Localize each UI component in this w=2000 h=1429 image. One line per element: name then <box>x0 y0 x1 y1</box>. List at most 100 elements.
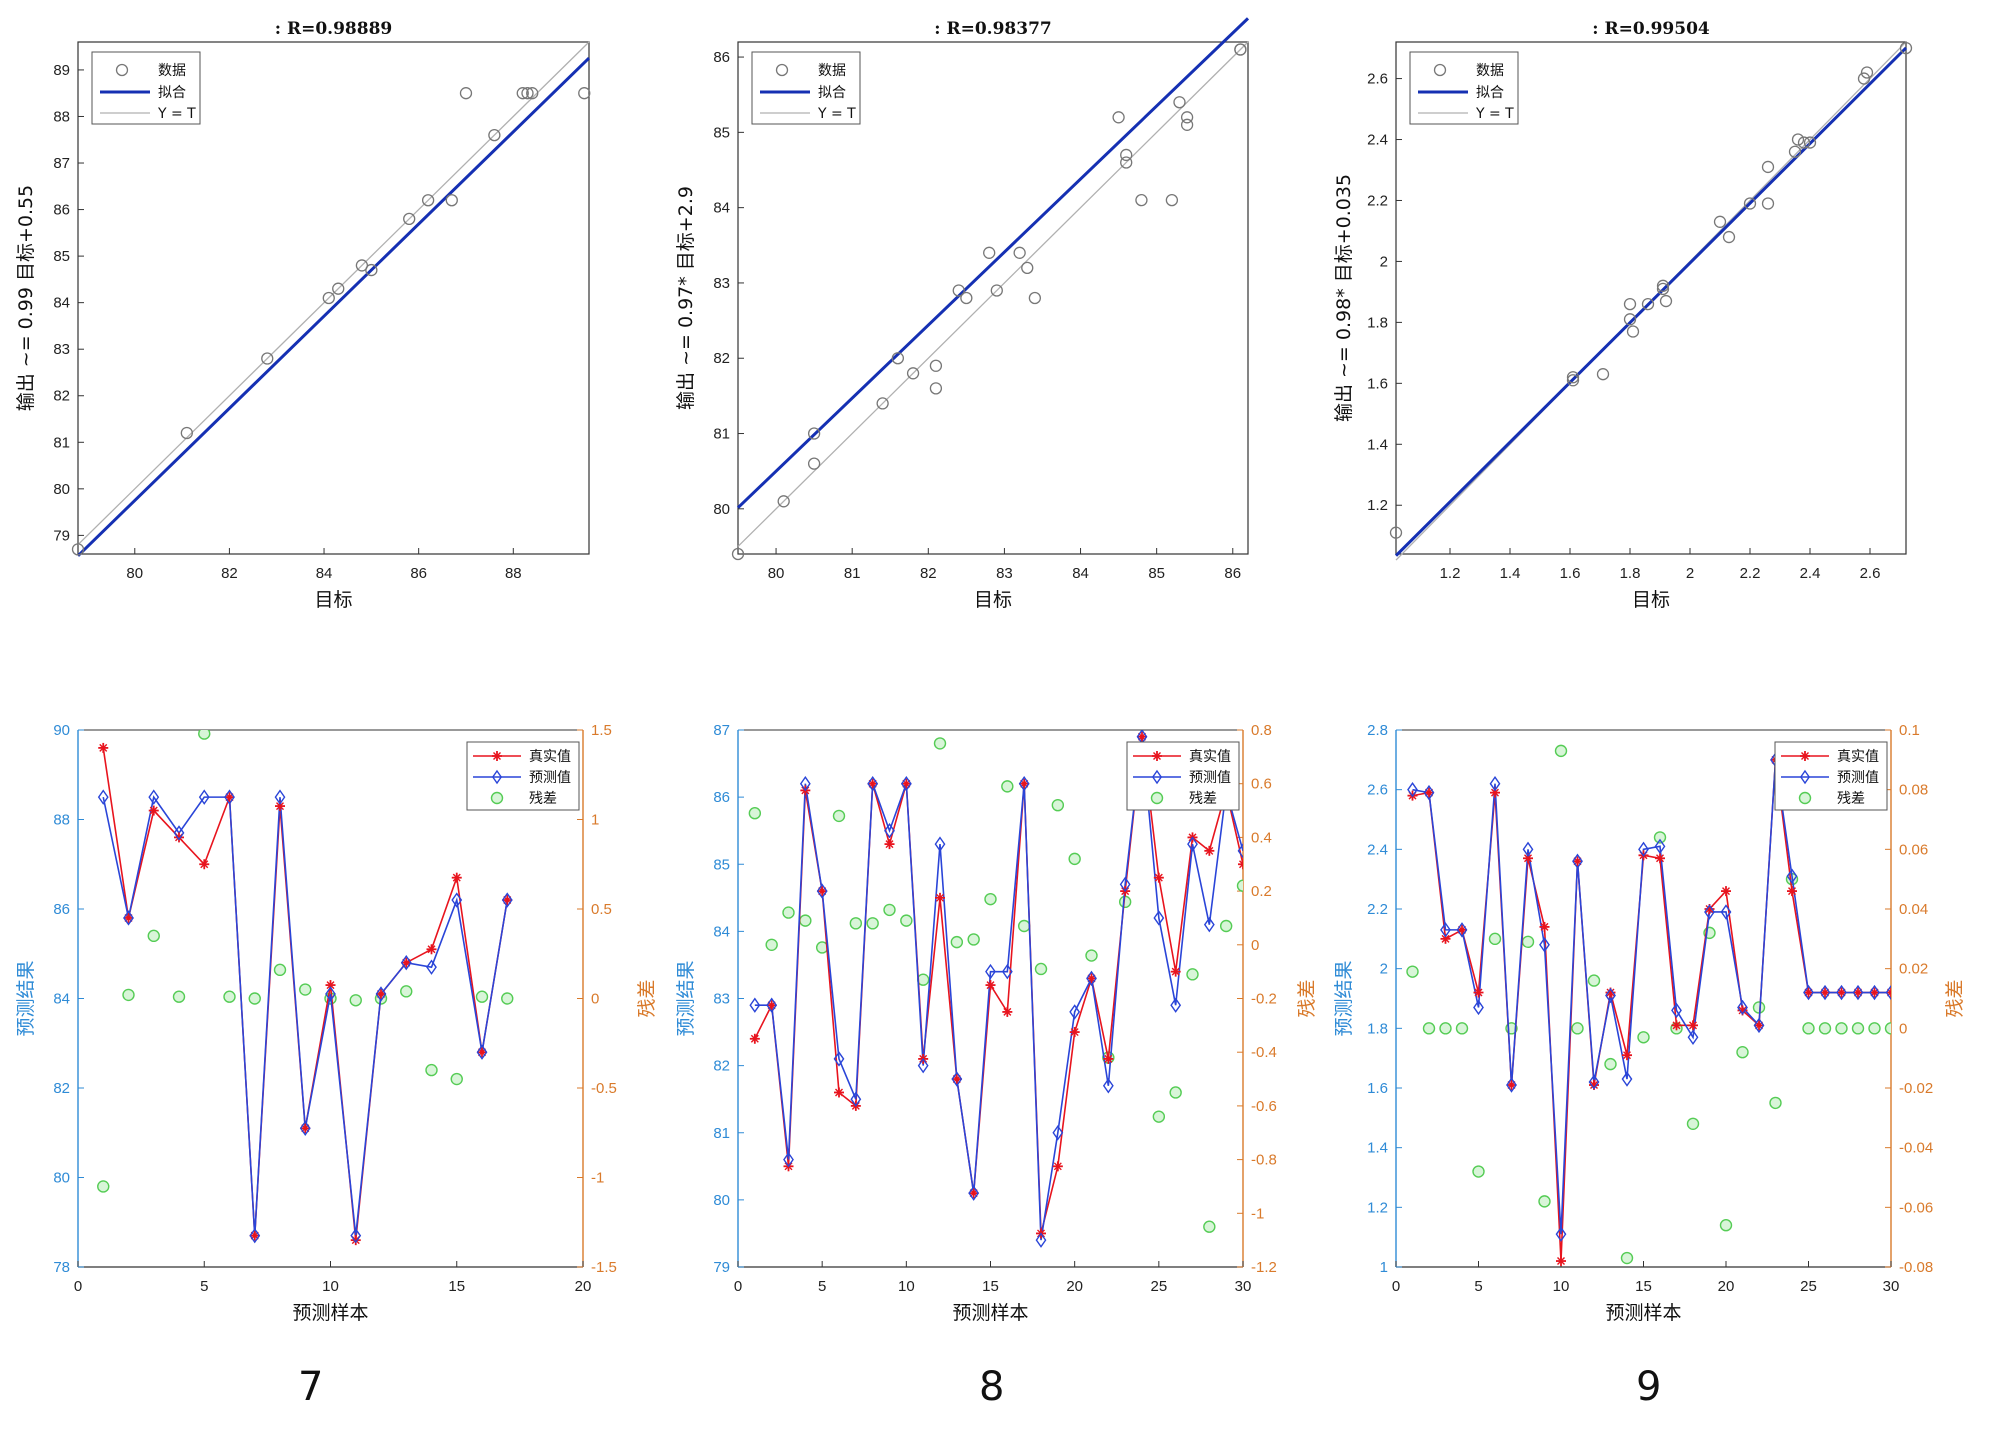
predicted-marker <box>1687 1029 1699 1046</box>
x-tick-label: 81 <box>844 565 861 582</box>
y-right-tick-label: 1.5 <box>591 722 612 739</box>
predicted-marker <box>249 1227 261 1244</box>
predicted-marker <box>1704 904 1715 920</box>
true-value-marker <box>1800 751 1810 761</box>
data-point <box>1803 136 1817 149</box>
regression-plot-8: 80 81 82 83 84 85 86 80 81 82 83 84 85 86: R=0.98377 目… <box>675 17 1250 611</box>
chart-title: : R=0.98889 <box>275 19 392 39</box>
y-tick-label: 81 <box>713 426 730 443</box>
y-right-axis-label: 残差 <box>1944 979 1966 1017</box>
predicted-marker <box>491 769 503 785</box>
predicted-marker <box>1621 1071 1633 1087</box>
data-point <box>1857 72 1871 85</box>
data-point <box>1021 261 1034 275</box>
data-point <box>1641 297 1655 311</box>
data-point <box>521 87 534 100</box>
predicted-marker <box>951 1071 963 1087</box>
y-right-tick-label: -0.2 <box>1251 991 1277 1008</box>
data-point <box>807 457 821 470</box>
predicted-marker <box>1638 841 1649 858</box>
panel-label-9: 9 <box>1636 1364 1662 1410</box>
true-value-marker <box>1787 886 1797 897</box>
predicted-marker <box>799 775 811 792</box>
data-point <box>876 397 889 410</box>
predicted-marker <box>1869 984 1880 1001</box>
residual-point <box>1868 1022 1881 1035</box>
true-value-marker <box>1869 987 1880 998</box>
y-right-tick-label: 0.8 <box>1251 722 1272 739</box>
residual-point <box>799 914 812 927</box>
true-value-marker <box>492 751 502 761</box>
legend-label: 数据 <box>818 63 846 79</box>
true-value-marker <box>1052 1161 1063 1172</box>
predicted-marker <box>400 954 412 971</box>
x-tick-label: 85 <box>1148 565 1165 582</box>
true-value-marker <box>884 839 895 850</box>
true-value-marker <box>1605 987 1616 998</box>
predicted-marker <box>1069 1004 1081 1020</box>
true-value-marker <box>1457 924 1467 935</box>
y-tick-label: 85 <box>713 856 730 873</box>
prediction-plot-9: 0 5 10 15 20 25 30 1 1.2 1.4 1.6 1.8 2 2.2 2.4 2.6 2.8 -0… <box>1333 722 1966 1324</box>
true-value-marker <box>426 944 437 955</box>
data-point <box>1234 43 1247 56</box>
true-value-marker <box>148 805 159 816</box>
x-tick-label: 2.2 <box>1740 565 1761 582</box>
y-right-tick-label: -0.08 <box>1899 1259 1933 1276</box>
residual-point <box>1219 919 1233 933</box>
residual-point <box>1818 1022 1832 1035</box>
predicted-marker <box>1102 1078 1114 1094</box>
true-value-marker <box>1754 1020 1764 1031</box>
x-tick-label: 80 <box>768 565 785 582</box>
legend-box <box>1126 741 1240 811</box>
true-value-marker <box>1671 1020 1682 1031</box>
legend-label: Y = T <box>157 106 196 122</box>
true-value-marker <box>1572 856 1583 867</box>
x-tick-label: 0 <box>734 1278 742 1295</box>
predicted-marker <box>224 789 235 805</box>
data-point <box>332 282 345 295</box>
residual-point <box>198 730 211 740</box>
y-tick-label: 2.6 <box>1367 782 1388 799</box>
y-tick-label: 81 <box>713 1125 730 1142</box>
x-tick-label: 10 <box>1553 1278 1570 1295</box>
plot-frame <box>737 41 1249 555</box>
data-point <box>1173 96 1186 109</box>
x-tick-label: 86 <box>1224 565 1241 582</box>
true-value-marker <box>951 1074 962 1085</box>
fit-line <box>76 57 591 557</box>
residual-point <box>1571 1022 1584 1035</box>
legend-box <box>466 741 580 811</box>
true-value-marker <box>1721 886 1731 897</box>
residual-point <box>1620 1251 1634 1265</box>
residual-point <box>748 807 762 820</box>
true-value-marker <box>1506 1080 1517 1091</box>
data-point <box>1659 294 1673 308</box>
true-value-marker <box>749 1033 760 1044</box>
y-tick-label: 86 <box>713 49 730 66</box>
predicted-marker <box>1423 784 1435 801</box>
y-right-tick-label: -1.2 <box>1251 1259 1277 1276</box>
x-tick-label: 5 <box>200 1278 208 1295</box>
predicted-marker <box>1407 781 1418 798</box>
residual-point <box>1802 1022 1815 1035</box>
data-point <box>983 246 996 259</box>
y-tick-label: 80 <box>53 1170 70 1187</box>
x-tick-label: 84 <box>316 565 333 582</box>
true-value-marker <box>1622 1050 1632 1061</box>
predicted-marker <box>1737 999 1748 1016</box>
y-right-tick-label: -0.02 <box>1899 1080 1933 1097</box>
predicted-marker <box>1522 841 1534 858</box>
residual-point <box>1203 1220 1216 1233</box>
data-point <box>488 128 501 142</box>
y-tick-label: 90 <box>53 722 70 739</box>
legend-label: 真实值 <box>1837 749 1879 765</box>
panel-label-8: 8 <box>979 1364 1005 1410</box>
legend-data-marker <box>1433 63 1447 77</box>
true-value-marker <box>1886 987 1891 998</box>
data-point <box>322 291 335 305</box>
data-point <box>1623 313 1637 326</box>
data-point <box>1028 291 1042 305</box>
